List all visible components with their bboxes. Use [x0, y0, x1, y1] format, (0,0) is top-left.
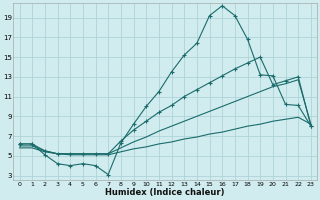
- X-axis label: Humidex (Indice chaleur): Humidex (Indice chaleur): [106, 188, 225, 197]
